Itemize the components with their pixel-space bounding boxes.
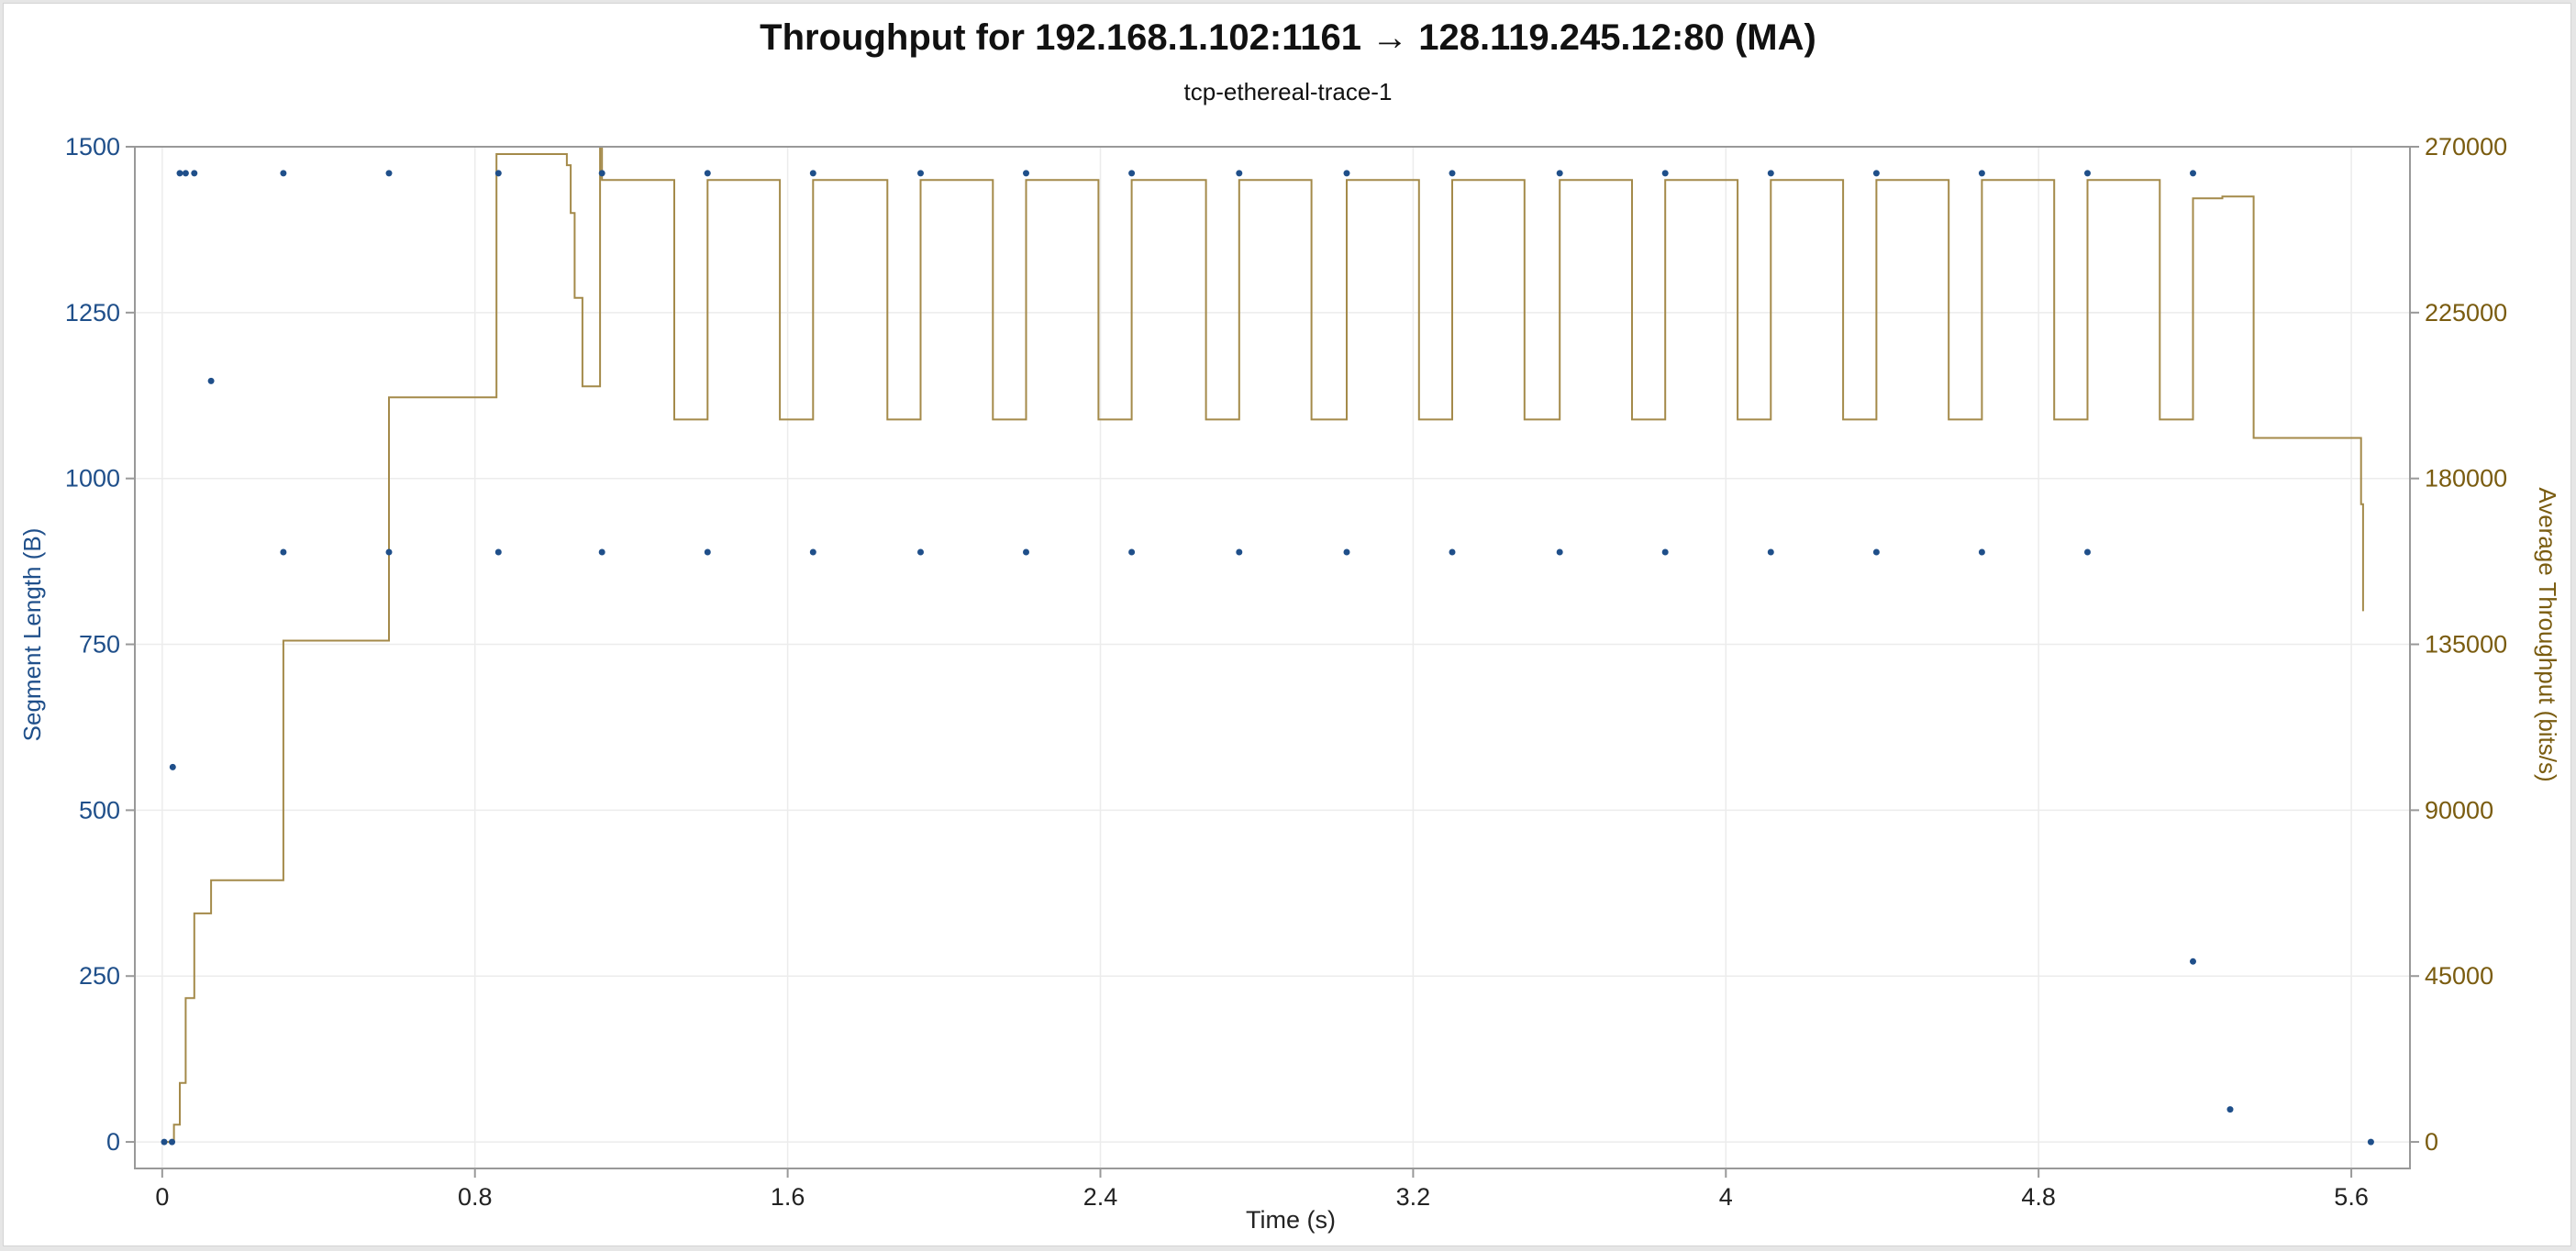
segment-point <box>1556 170 1563 177</box>
right-tick-label: 225000 <box>2425 299 2507 327</box>
segment-point <box>207 377 215 384</box>
right-tick-label: 0 <box>2425 1128 2438 1156</box>
right-axis-ticks: 0 45000 90000 135000 180000 225000 270000 <box>2410 133 2507 1156</box>
segment-point <box>1767 548 1774 556</box>
right-tick-label: 45000 <box>2425 962 2493 990</box>
segment-point <box>169 763 176 770</box>
segment-point <box>1556 548 1563 556</box>
segment-point <box>1128 548 1136 556</box>
segment-point <box>385 548 393 556</box>
left-axis-label: Segment Length (B) <box>18 528 46 742</box>
segment-point <box>280 170 287 177</box>
segment-point <box>182 170 189 177</box>
right-tick-label: 135000 <box>2425 631 2507 659</box>
x-tick-label: 0 <box>155 1183 169 1211</box>
x-tick-label: 3.2 <box>1396 1183 1431 1211</box>
chart-subtitle: tcp-ethereal-trace-1 <box>1184 78 1393 105</box>
chart-title: Throughput for 192.168.1.102:1161 → 128.… <box>760 17 1816 58</box>
throughput-line <box>164 146 2364 1144</box>
segment-point <box>1449 170 1456 177</box>
segment-point <box>704 170 711 177</box>
segment-point <box>1236 170 1243 177</box>
segment-point <box>1872 170 1880 177</box>
left-tick-label: 500 <box>79 796 120 824</box>
segment-point <box>191 170 198 177</box>
segment-point <box>704 548 711 556</box>
segment-point <box>494 548 502 556</box>
segment-point <box>809 170 816 177</box>
grid-lines <box>135 146 2410 1168</box>
x-tick-label: 5.6 <box>2334 1183 2369 1211</box>
right-tick-label: 90000 <box>2425 796 2493 824</box>
x-tick-label: 0.8 <box>458 1183 493 1211</box>
segment-point <box>2226 1106 2234 1113</box>
left-tick-label: 250 <box>79 962 120 990</box>
segment-point <box>1343 548 1350 556</box>
x-axis-label: Time (s) <box>1246 1206 1336 1234</box>
segment-point <box>1023 548 1029 556</box>
segment-point <box>1128 170 1136 177</box>
segment-point <box>2190 170 2196 177</box>
chart-window: Throughput for 192.168.1.102:1161 → 128.… <box>3 3 2571 1246</box>
segment-point <box>2084 170 2091 177</box>
segment-point <box>1661 548 1669 556</box>
right-tick-label: 180000 <box>2425 465 2507 493</box>
segment-point <box>494 170 502 177</box>
segment-point <box>385 170 393 177</box>
x-tick-label: 2.4 <box>1083 1183 1118 1211</box>
throughput-series <box>164 146 2364 1144</box>
segment-point <box>1449 548 1456 556</box>
segment-point <box>1767 170 1774 177</box>
left-tick-label: 1000 <box>65 465 120 493</box>
segment-point <box>2190 958 2196 965</box>
segment-point <box>1978 170 1985 177</box>
segment-point <box>917 170 924 177</box>
left-tick-label: 750 <box>79 631 120 659</box>
segment-point <box>176 170 183 177</box>
segment-point <box>2367 1138 2374 1146</box>
segment-point <box>809 548 816 556</box>
segment-point <box>280 548 287 556</box>
segment-point <box>1023 170 1029 177</box>
throughput-chart: Throughput for 192.168.1.102:1161 → 128.… <box>18 17 2561 1234</box>
segment-point <box>1236 548 1243 556</box>
segment-point <box>598 170 605 177</box>
segment-point <box>1661 170 1669 177</box>
segment-point <box>161 1138 168 1146</box>
x-tick-label: 1.6 <box>771 1183 805 1211</box>
segment-point <box>1978 548 1985 556</box>
left-tick-label: 0 <box>106 1128 120 1156</box>
segment-point <box>2084 548 2091 556</box>
right-axis-label: Average Throughput (bits/s) <box>2534 487 2561 781</box>
segment-series <box>161 170 2374 1146</box>
segment-point <box>1343 170 1350 177</box>
x-tick-label: 4.8 <box>2021 1183 2056 1211</box>
right-tick-label: 270000 <box>2425 133 2507 161</box>
left-axis-ticks: 0 250 500 750 1000 1250 1500 <box>65 133 135 1156</box>
x-tick-label: 4 <box>1719 1183 1733 1211</box>
plot-frame <box>134 146 2411 1169</box>
segment-point <box>1872 548 1880 556</box>
x-axis-ticks: 0 0.8 1.6 2.4 3.2 4 4.8 5.6 <box>155 1168 2369 1211</box>
left-tick-label: 1250 <box>65 299 120 327</box>
segment-point <box>598 548 605 556</box>
segment-point <box>169 1138 175 1146</box>
left-tick-label: 1500 <box>65 133 120 161</box>
segment-point <box>917 548 924 556</box>
